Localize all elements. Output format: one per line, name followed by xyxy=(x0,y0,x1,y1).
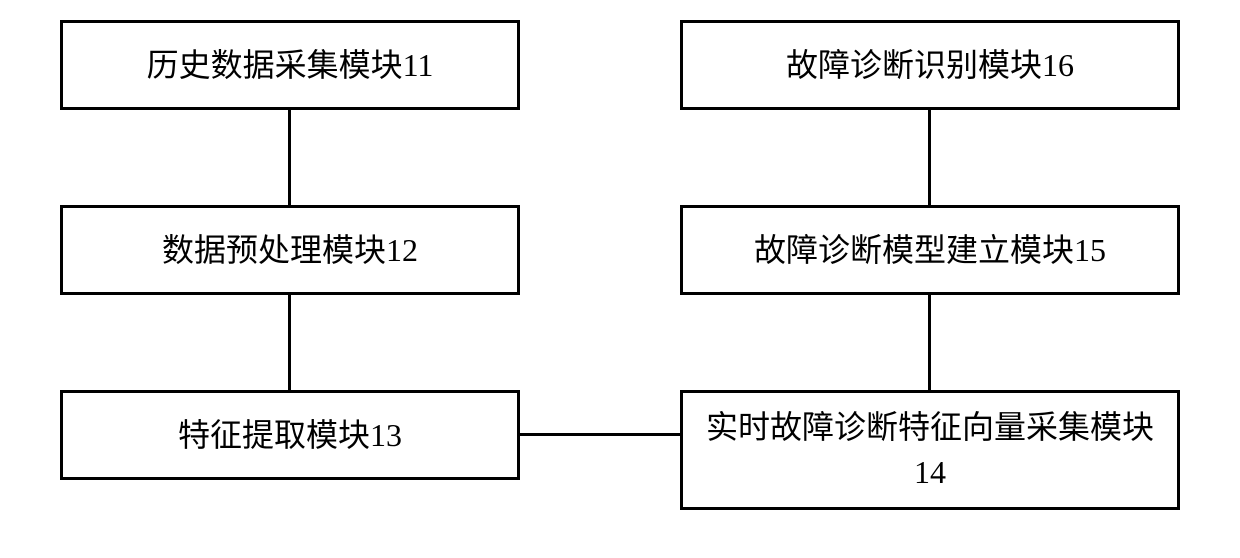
node-label: 特征提取模块13 xyxy=(178,413,402,458)
node-label: 故障诊断识别模块16 xyxy=(786,43,1074,88)
edge-n15-n16 xyxy=(928,110,931,205)
node-realtime-fault-diagnosis-vector-collection: 实时故障诊断特征向量采集模块14 xyxy=(680,390,1180,510)
edge-n14-n15 xyxy=(928,295,931,390)
node-label: 历史数据采集模块11 xyxy=(147,43,434,88)
node-label: 数据预处理模块12 xyxy=(162,228,418,273)
node-fault-diagnosis-model-building: 故障诊断模型建立模块15 xyxy=(680,205,1180,295)
node-label: 实时故障诊断特征向量采集模块14 xyxy=(691,405,1169,495)
node-data-preprocessing: 数据预处理模块12 xyxy=(60,205,520,295)
node-feature-extraction: 特征提取模块13 xyxy=(60,390,520,480)
node-fault-diagnosis-recognition: 故障诊断识别模块16 xyxy=(680,20,1180,110)
edge-n12-n13 xyxy=(288,295,291,390)
edge-n13-n14 xyxy=(520,433,680,436)
node-label: 故障诊断模型建立模块15 xyxy=(754,228,1106,273)
edge-n11-n12 xyxy=(288,110,291,205)
node-history-data-collection: 历史数据采集模块11 xyxy=(60,20,520,110)
